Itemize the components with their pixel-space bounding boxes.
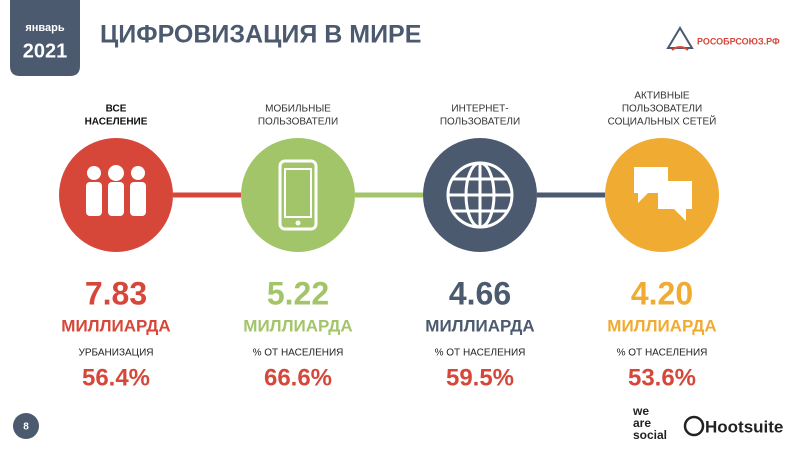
brand-line: we — [632, 404, 649, 418]
month: январь — [25, 22, 65, 34]
icon-part — [131, 166, 145, 180]
icon-part — [658, 181, 692, 221]
sublabel: % ОТ НАСЕЛЕНИЯ — [435, 348, 526, 359]
unit: МИЛЛИАРДА — [243, 316, 352, 335]
icon-circle — [241, 138, 355, 252]
icon-part — [87, 166, 101, 180]
icon-part — [284, 168, 312, 218]
logo-icon — [666, 26, 694, 51]
column-label: СОЦИАЛЬНЫХ СЕТЕЙ — [608, 115, 717, 128]
icon-part — [634, 167, 668, 203]
sublabel: УРБАНИЗАЦИЯ — [79, 348, 154, 359]
percent: 59.5% — [446, 364, 514, 391]
icon — [86, 165, 146, 216]
column-label: ПОЛЬЗОВАТЕЛИ — [622, 104, 702, 115]
sublabel: % ОТ НАСЕЛЕНИЯ — [253, 348, 344, 359]
value: 4.20 — [631, 275, 693, 311]
column-label: АКТИВНЫЕ — [634, 91, 690, 102]
date-box — [10, 0, 80, 76]
title: ЦИФРОВИЗАЦИЯ В МИРЕ — [100, 21, 421, 49]
owl-icon — [683, 415, 705, 437]
icon-part — [86, 182, 102, 216]
value: 7.83 — [85, 275, 147, 311]
unit: МИЛЛИАРДА — [425, 316, 534, 335]
sublabel: % ОТ НАСЕЛЕНИЯ — [617, 348, 708, 359]
unit: МИЛЛИАРДА — [607, 316, 716, 335]
icon — [446, 161, 514, 229]
icon-part — [295, 220, 301, 226]
logo-text: РОСОБРСОЮЗ.РФ — [697, 36, 780, 46]
value: 5.22 — [267, 275, 329, 311]
year: 2021 — [23, 40, 68, 62]
icon-part — [108, 182, 124, 216]
brand-line: social — [633, 428, 667, 442]
percent: 56.4% — [82, 364, 150, 391]
icon — [634, 167, 692, 221]
brand-hootsuite: Hootsuite — [705, 417, 783, 436]
column-label: НАСЕЛЕНИЕ — [85, 117, 148, 128]
column-label: ПОЛЬЗОВАТЕЛИ — [258, 117, 338, 128]
column-label: МОБИЛЬНЫЕ — [265, 104, 331, 115]
unit: МИЛЛИАРДА — [61, 316, 170, 335]
page-badge — [13, 413, 39, 439]
column-label: ИНТЕРНЕТ- — [451, 104, 508, 115]
icon — [278, 159, 318, 231]
brand-line: are — [633, 416, 651, 430]
percent: 53.6% — [628, 364, 696, 391]
column-label: ПОЛЬЗОВАТЕЛИ — [440, 117, 520, 128]
icon-part — [278, 159, 318, 231]
icon-part — [130, 182, 146, 216]
column-label: ВСЕ — [106, 104, 127, 115]
value: 4.66 — [449, 275, 511, 311]
page-number: 8 — [23, 422, 29, 433]
icon-part — [108, 165, 124, 181]
percent: 66.6% — [264, 364, 332, 391]
